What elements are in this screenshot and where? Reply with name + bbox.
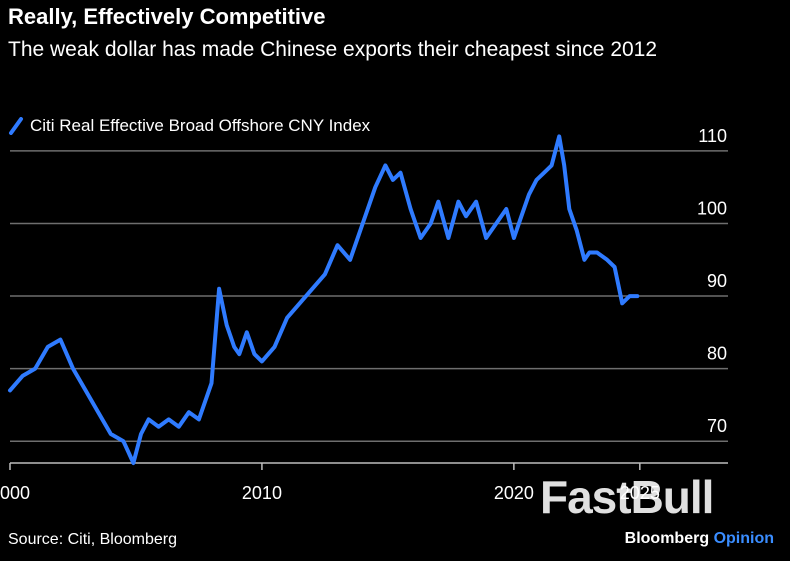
y-tick-label: 110 [698, 126, 727, 146]
x-tick-label: 2025 [620, 483, 660, 503]
series-line [8, 134, 640, 465]
y-tick-label: 100 [697, 198, 727, 218]
legend-swatch-icon [9, 117, 23, 135]
x-tick-label: 2000 [0, 483, 30, 503]
y-tick-label: 90 [707, 271, 727, 291]
brand-suffix: Opinion [713, 530, 774, 547]
chart-subtitle: The weak dollar has made Chinese exports… [8, 38, 658, 61]
source-note: Source: Citi, Bloomberg [8, 531, 177, 548]
x-tick-label: 2020 [494, 483, 534, 503]
chart-title: Really, Effectively Competitive [8, 4, 326, 29]
legend: Citi Real Effective Broad Offshore CNY I… [8, 116, 370, 136]
legend-label: Citi Real Effective Broad Offshore CNY I… [30, 116, 371, 135]
watermark: FastBull [540, 471, 714, 523]
brand-logo: Bloomberg Opinion [625, 530, 774, 548]
x-tick-label: 2010 [242, 483, 282, 503]
y-tick-label: 80 [707, 344, 727, 364]
y-tick-label: 70 [707, 416, 727, 436]
brand-name: Bloomberg [624, 530, 710, 547]
